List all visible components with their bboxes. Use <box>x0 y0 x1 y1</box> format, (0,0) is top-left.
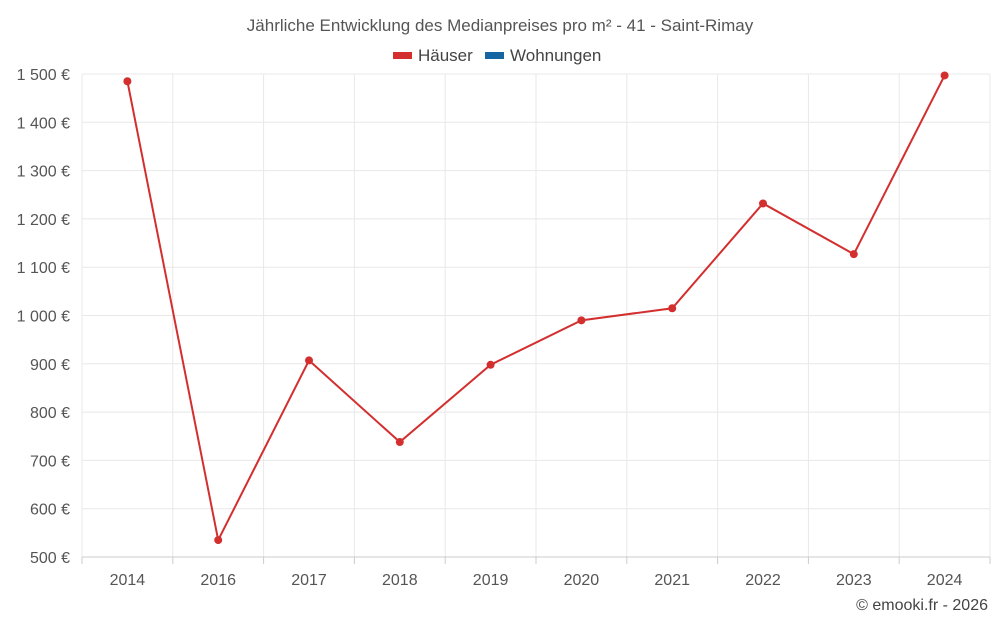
data-point <box>940 71 949 80</box>
data-point <box>395 438 404 447</box>
grid <box>81 73 991 557</box>
x-tick-label: 2019 <box>473 572 509 589</box>
chart-title: Jährliche Entwicklung des Medianpreises … <box>247 16 754 35</box>
y-tick-label: 1 500 € <box>17 67 70 84</box>
legend-label: Häuser <box>418 46 473 65</box>
y-tick-label: 600 € <box>30 502 70 519</box>
plot-area <box>123 71 949 545</box>
y-tick-label: 1 300 € <box>17 164 70 181</box>
credit-text: © emooki.fr - 2026 <box>856 597 988 614</box>
x-tick-label: 2020 <box>564 572 600 589</box>
legend-swatch <box>485 52 504 59</box>
x-tick-label: 2014 <box>110 572 146 589</box>
data-point <box>577 316 586 325</box>
data-point <box>849 250 858 259</box>
y-tick-label: 1 400 € <box>17 115 70 132</box>
legend-label: Wohnungen <box>510 46 601 65</box>
y-tick-label: 1 100 € <box>17 260 70 277</box>
legend-swatch <box>393 52 412 59</box>
y-tick-label: 500 € <box>30 550 70 567</box>
y-tick-label: 1 000 € <box>17 309 70 326</box>
data-point <box>123 77 132 86</box>
data-point <box>486 360 495 369</box>
y-axis: 500 € 600 € 700 € 800 € 900 € 1 000 € 1 100 € 1… <box>17 67 70 567</box>
data-point <box>305 356 313 365</box>
data-point <box>668 304 677 313</box>
y-tick-label: 1 200 € <box>17 212 70 229</box>
y-tick-label: 900 € <box>30 357 70 374</box>
data-point <box>759 199 767 208</box>
x-tick-label: 2021 <box>654 572 690 589</box>
y-tick-label: 700 € <box>30 453 70 470</box>
data-point <box>214 536 223 545</box>
x-axis: 2014 2016 2017 2018 2019 2020 2021 2022 2023 2024 <box>81 556 991 589</box>
y-tick-label: 800 € <box>30 405 70 422</box>
legend: Häuser Wohnungen <box>393 46 601 65</box>
x-tick-label: 2023 <box>836 572 872 589</box>
x-tick-label: 2016 <box>200 572 236 589</box>
x-tick-label: 2018 <box>382 572 418 589</box>
x-tick-label: 2024 <box>927 572 963 589</box>
series-line <box>126 74 946 544</box>
x-tick-label: 2017 <box>291 572 327 589</box>
x-tick-label: 2022 <box>745 572 781 589</box>
